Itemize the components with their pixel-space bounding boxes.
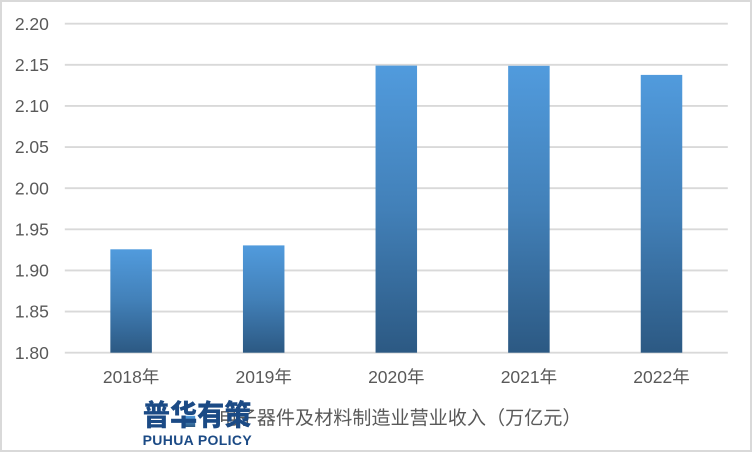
svg-text:2018: 2018 [103, 367, 142, 387]
svg-text:2020: 2020 [368, 367, 407, 387]
svg-text:1.85: 1.85 [15, 302, 49, 322]
svg-text:2021: 2021 [501, 367, 540, 387]
svg-text:2.00: 2.00 [15, 178, 49, 198]
svg-text:2019: 2019 [235, 367, 274, 387]
svg-text:2.15: 2.15 [15, 55, 49, 75]
svg-text:2022: 2022 [633, 367, 672, 387]
svg-text:2.10: 2.10 [15, 96, 49, 116]
svg-text:1.80: 1.80 [15, 343, 49, 363]
svg-text:1.95: 1.95 [15, 219, 49, 239]
svg-text:2.05: 2.05 [15, 137, 49, 157]
svg-text:1.90: 1.90 [15, 261, 49, 281]
svg-text:2.20: 2.20 [15, 14, 49, 34]
svg-text:PUHUA POLICY: PUHUA POLICY [143, 432, 253, 448]
